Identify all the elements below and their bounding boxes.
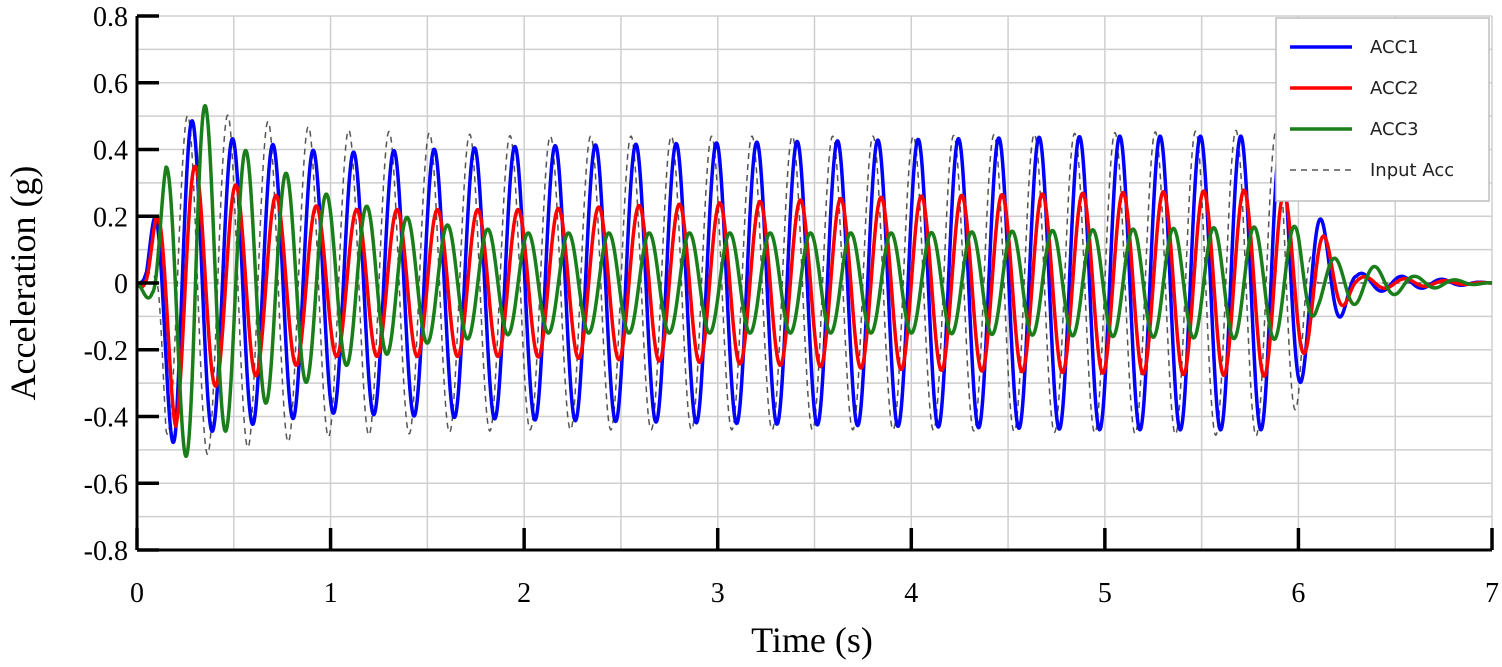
x-tick-label: 2	[517, 578, 531, 609]
tick-labels: 0 1 2 3 4 5 6 7 -0.8 -0.6 -0.4 -0.2 0 0.2 0.4 0.6 0.8	[84, 2, 1499, 609]
y-tick-label: 0.2	[93, 202, 128, 233]
y-tick-label: -0.6	[84, 469, 128, 500]
legend-label: ACC1	[1370, 37, 1419, 58]
x-tick-label: 1	[324, 578, 338, 609]
x-tick-label: 4	[904, 578, 918, 609]
x-tick-label: 6	[1291, 578, 1305, 609]
y-tick-label: 0	[114, 269, 128, 300]
y-tick-label: -0.8	[84, 536, 128, 567]
x-tick-label: 3	[711, 578, 725, 609]
x-tick-label: 7	[1485, 578, 1499, 609]
y-tick-label: -0.4	[84, 403, 128, 434]
legend-label: Input Acc	[1370, 160, 1454, 181]
x-tick-label: 5	[1098, 578, 1112, 609]
y-tick-label: 0.8	[93, 2, 128, 33]
x-axis-title: Time (s)	[751, 620, 873, 660]
series-line-acc1	[135, 119, 1494, 445]
axes	[135, 14, 1494, 552]
x-tick-label: 0	[130, 578, 144, 609]
y-tick-label: 0.6	[93, 69, 128, 100]
legend-label: ACC2	[1370, 78, 1419, 99]
y-tick-label: 0.4	[93, 136, 128, 167]
series-layer	[135, 104, 1494, 459]
series-line-acc3	[135, 104, 1494, 459]
y-axis-title: Acceleration (g)	[3, 166, 43, 401]
series-line-acc2	[135, 164, 1494, 428]
y-tick-label: -0.2	[84, 336, 128, 367]
legend-label: ACC3	[1370, 119, 1419, 140]
legend: ACC1 ACC2 ACC3 Input Acc	[1275, 17, 1490, 202]
